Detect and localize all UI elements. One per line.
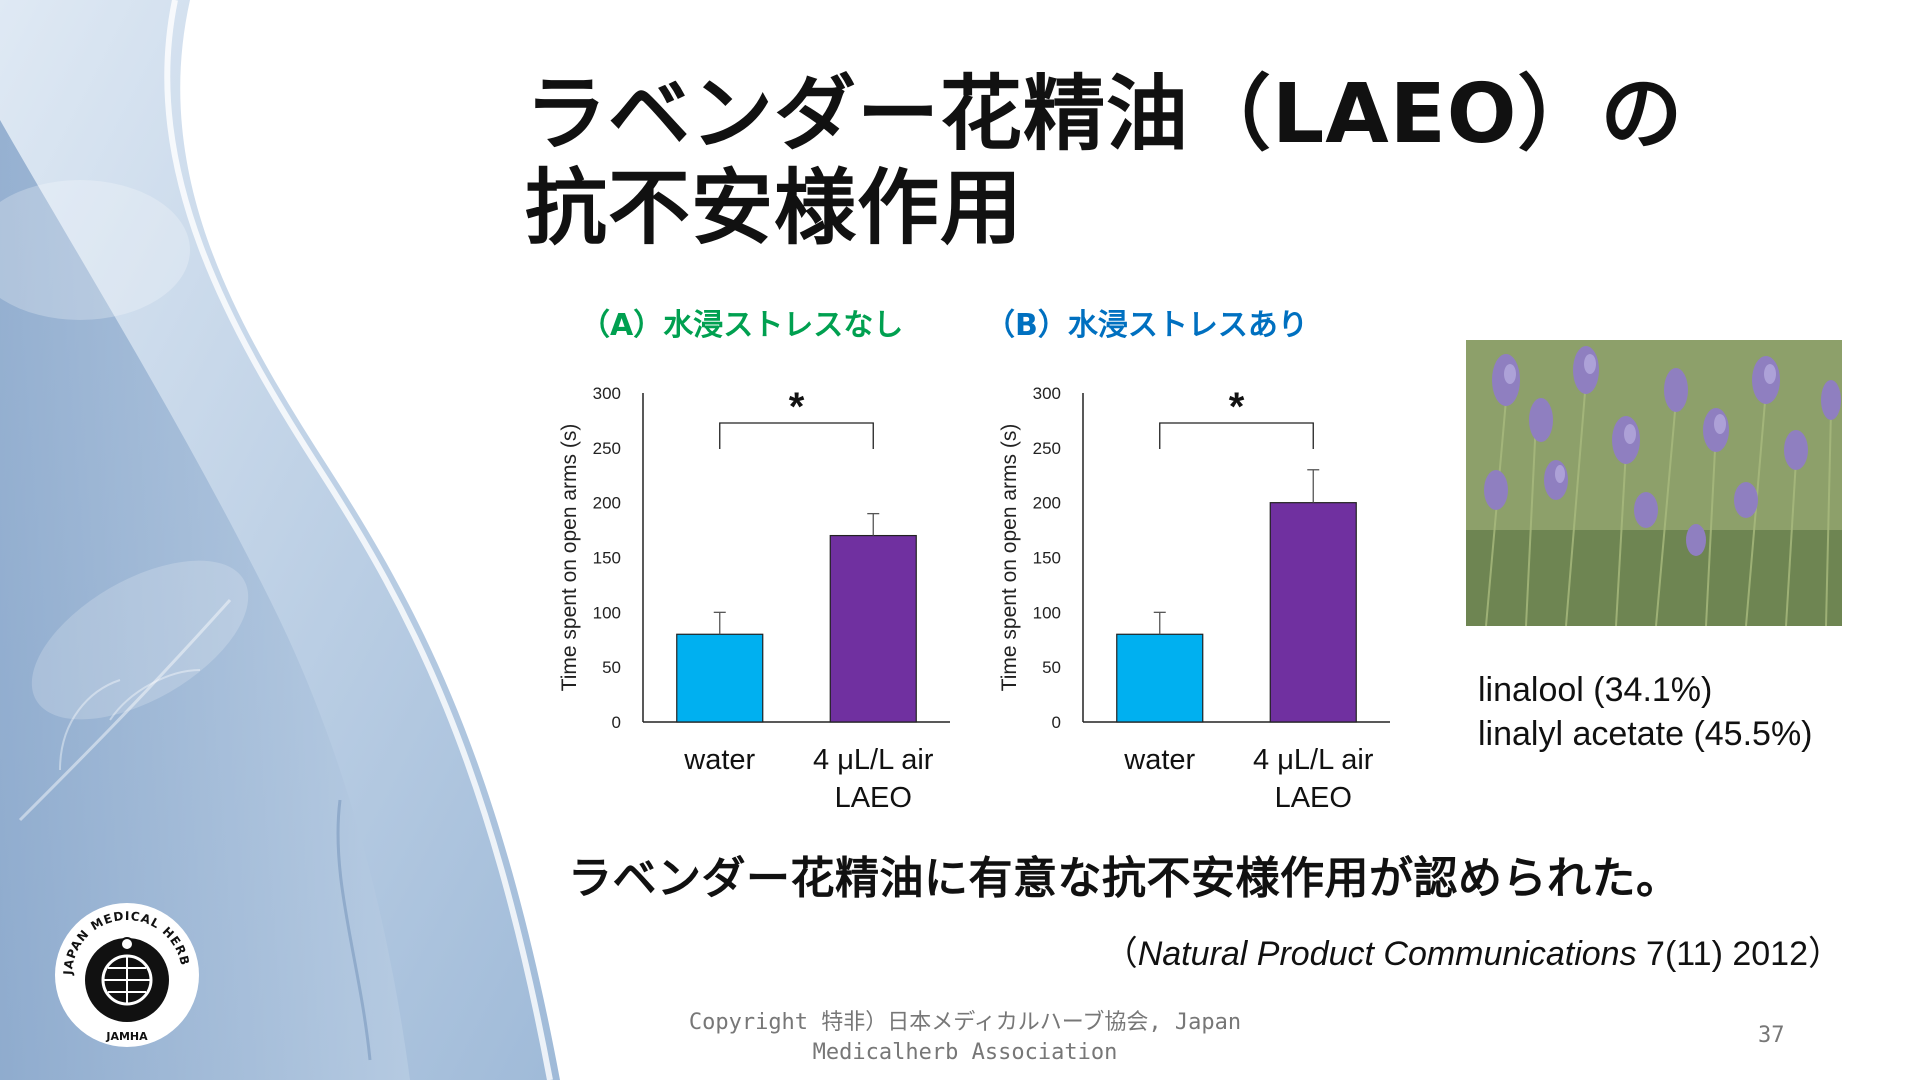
- bar: [676, 633, 764, 723]
- compound-list: linalool (34.1%) linalyl acetate (45.5%): [1478, 668, 1813, 756]
- title-line-1: ラベンダー花精油（LAEO）の: [525, 67, 1684, 162]
- citation-journal: Natural Product Communications: [1137, 935, 1637, 973]
- y-tick-label: 100: [1033, 603, 1061, 622]
- x-category-label: 4 μL/L air: [813, 744, 934, 776]
- significance-bracket: [719, 422, 874, 449]
- conclusion-text: ラベンダー花精油に有意な抗不安様作用が認められた。: [568, 853, 1681, 904]
- citation-volume: 7(11) 2012: [1636, 935, 1808, 973]
- y-tick-label: 300: [1033, 384, 1061, 403]
- significance-bracket: [1159, 422, 1314, 449]
- y-tick-label: 200: [1033, 494, 1061, 513]
- logo-abbr: JAMHA: [105, 1030, 148, 1043]
- x-category-label: water: [1123, 744, 1195, 776]
- y-tick-label: 50: [1042, 658, 1061, 677]
- y-tick-label: 200: [593, 494, 621, 513]
- y-tick-label: 150: [593, 549, 621, 568]
- panel-label-b: （B）水浸ストレスあり: [985, 308, 1308, 343]
- chart-a: 0 50 100 150 200 250 300 Time spent on open arm…: [558, 384, 950, 814]
- citation-close: ）: [1808, 935, 1842, 973]
- jamha-logo-icon: JAPAN MEDICAL HERB ASSOCIATION JAMHA: [52, 900, 199, 1047]
- lavender-photo-icon: [1466, 340, 1842, 626]
- bar: [1269, 502, 1357, 723]
- y-tick-label: 250: [1033, 439, 1061, 458]
- y-tick-label: 250: [593, 439, 621, 458]
- copyright-text: Copyright 特非）日本メディカルハーブ協会, Japan Medical…: [688, 1010, 1242, 1065]
- y-tick-label: 0: [612, 713, 621, 732]
- y-tick-label: 0: [1052, 713, 1061, 732]
- page-number: 37: [1758, 1023, 1785, 1048]
- y-tick-label: 150: [1033, 549, 1061, 568]
- x-category-label: LAEO: [1275, 782, 1352, 814]
- significance-marker: *: [789, 385, 805, 429]
- significance-marker: *: [1229, 385, 1245, 429]
- panel-label-a: （A）水浸ストレスなし: [580, 308, 904, 343]
- citation-open: （: [1103, 935, 1138, 973]
- x-category-label: water: [683, 744, 755, 776]
- page-title: ラベンダー花精油（LAEO）の 抗不安様作用: [525, 68, 1683, 256]
- bar: [829, 534, 917, 723]
- y-tick-label: 100: [593, 603, 621, 622]
- citation: （Natural Product Communications 7(11) 20…: [1104, 926, 1842, 975]
- x-category-label: LAEO: [835, 782, 912, 814]
- chart-b: 0 50 100 150 200 250 300 Time spent on open arm…: [998, 384, 1390, 814]
- compound-linalool: linalool (34.1%): [1478, 671, 1713, 709]
- bar: [1116, 633, 1204, 723]
- y-axis-label: Time spent on open arms (s): [558, 424, 581, 692]
- title-line-2: 抗不安様作用: [525, 161, 1024, 256]
- y-axis-label: Time spent on open arms (s): [998, 424, 1021, 692]
- y-tick-label: 50: [602, 658, 621, 677]
- y-tick-label: 300: [593, 384, 621, 403]
- x-category-label: 4 μL/L air: [1253, 744, 1374, 776]
- compound-linalyl-acetate: linalyl acetate (45.5%): [1478, 715, 1813, 753]
